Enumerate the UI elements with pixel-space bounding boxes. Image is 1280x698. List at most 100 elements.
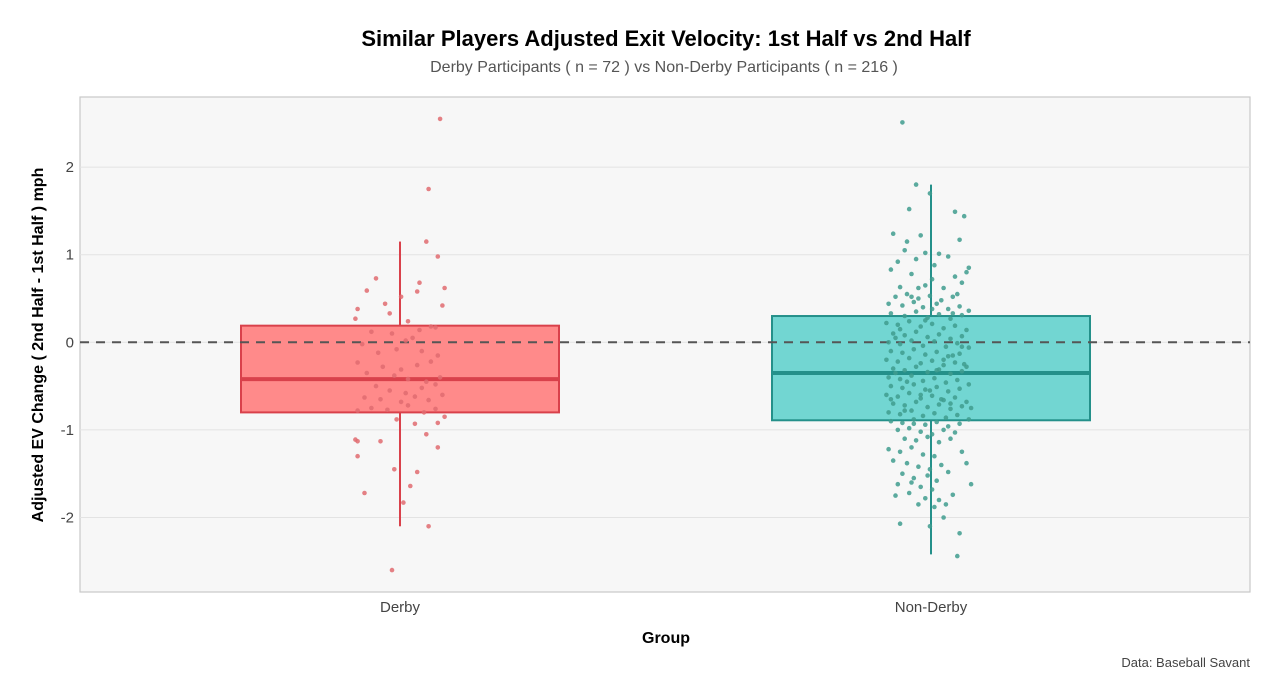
data-point	[939, 298, 944, 303]
data-point	[394, 347, 399, 352]
data-point	[957, 386, 962, 392]
data-point	[378, 397, 383, 402]
data-point	[941, 326, 946, 331]
data-point	[964, 399, 969, 405]
data-point	[440, 392, 445, 398]
data-point	[426, 397, 431, 403]
data-point	[948, 436, 953, 442]
data-point	[897, 284, 903, 290]
data-point	[916, 464, 921, 470]
data-point	[909, 445, 914, 450]
data-point	[929, 393, 935, 399]
data-point	[890, 331, 896, 336]
data-point	[918, 396, 923, 401]
data-point	[895, 394, 901, 399]
data-point	[964, 460, 969, 466]
data-point	[893, 493, 898, 498]
data-point	[387, 388, 393, 393]
data-point	[945, 306, 951, 312]
data-point	[900, 350, 905, 356]
data-point	[895, 359, 901, 364]
data-point	[952, 274, 958, 279]
data-point	[909, 373, 914, 378]
data-point	[955, 340, 960, 346]
data-point	[927, 388, 933, 393]
data-point	[380, 364, 386, 370]
data-point	[902, 248, 907, 253]
y-axis-title: Adjusted EV Change ( 2nd Half - 1st Half…	[30, 168, 47, 523]
data-point	[925, 334, 930, 340]
data-point	[966, 345, 972, 350]
data-point	[884, 357, 889, 363]
data-point	[948, 371, 953, 377]
data-point	[948, 401, 953, 406]
data-point	[355, 453, 360, 459]
data-point	[923, 283, 928, 288]
data-point	[893, 370, 898, 376]
data-point	[934, 349, 939, 355]
data-point	[886, 340, 891, 345]
data-point	[405, 403, 411, 408]
data-point	[886, 375, 891, 380]
data-point	[959, 368, 965, 374]
data-point	[957, 351, 962, 357]
data-point	[900, 120, 905, 125]
data-point	[934, 301, 939, 307]
data-point	[923, 250, 928, 256]
data-point	[906, 425, 912, 431]
data-point	[929, 487, 935, 492]
data-point	[442, 285, 447, 291]
data-point	[417, 327, 422, 333]
data-point	[920, 452, 926, 457]
data-point	[911, 347, 917, 352]
data-point	[927, 191, 933, 196]
data-point	[909, 408, 914, 413]
data-point	[918, 392, 923, 398]
data-point	[941, 427, 946, 433]
data-point	[932, 375, 937, 381]
data-point	[369, 405, 374, 411]
data-point	[936, 402, 942, 407]
data-point	[382, 301, 388, 307]
data-point	[941, 515, 946, 520]
data-point	[925, 369, 930, 375]
data-point	[913, 182, 919, 187]
data-point	[952, 209, 958, 215]
y-tick-label: 2	[66, 159, 74, 176]
x-tick-label: Derby	[380, 599, 421, 616]
data-point	[394, 417, 399, 422]
data-point	[952, 395, 958, 400]
data-point	[364, 370, 370, 376]
data-point	[932, 339, 937, 344]
data-point	[936, 312, 942, 317]
data-point	[385, 407, 390, 413]
data-point	[353, 316, 358, 322]
data-point	[909, 271, 914, 277]
data-point	[895, 481, 901, 487]
data-point	[392, 373, 397, 378]
data-point	[440, 303, 445, 308]
data-point	[433, 325, 438, 330]
points-layer	[353, 116, 974, 573]
data-point	[959, 404, 965, 409]
data-point	[897, 341, 903, 347]
data-point	[929, 276, 935, 282]
data-point	[916, 502, 921, 507]
data-point	[964, 269, 969, 275]
data-point	[923, 422, 928, 428]
data-point	[939, 462, 944, 468]
data-point	[945, 254, 951, 259]
data-point	[433, 406, 438, 412]
data-point	[959, 312, 965, 318]
data-point	[902, 436, 907, 442]
data-point	[932, 262, 937, 268]
data-point	[909, 338, 914, 343]
data-point	[913, 329, 919, 335]
data-point	[911, 299, 917, 305]
data-point	[897, 449, 903, 455]
data-point	[941, 357, 946, 363]
data-point	[913, 399, 919, 405]
data-point	[392, 467, 397, 472]
data-point	[893, 335, 898, 341]
data-point	[895, 259, 901, 265]
